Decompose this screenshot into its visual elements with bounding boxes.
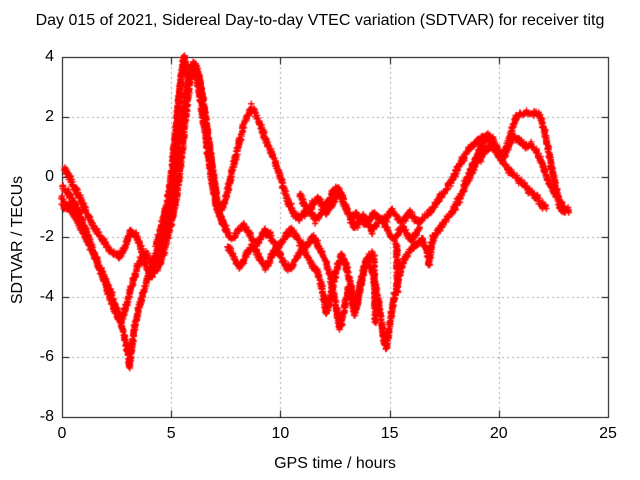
x-axis-title: GPS time / hours — [274, 455, 396, 472]
y-tick-label: -2 — [39, 228, 54, 245]
x-tick-label: 0 — [57, 425, 67, 442]
y-tick-label: -6 — [39, 348, 54, 365]
x-tick-label: 20 — [489, 425, 508, 442]
y-tick-label: -4 — [39, 288, 54, 305]
x-tick-label: 5 — [166, 425, 176, 442]
x-tick-label: 15 — [380, 425, 399, 442]
y-tick-label: 2 — [45, 108, 54, 125]
x-tick-label: 10 — [271, 425, 290, 442]
y-tick-label: -8 — [39, 408, 54, 425]
y-tick-label: 4 — [45, 48, 54, 65]
x-tick-label: 25 — [599, 425, 617, 442]
y-tick-label: 0 — [45, 168, 54, 185]
